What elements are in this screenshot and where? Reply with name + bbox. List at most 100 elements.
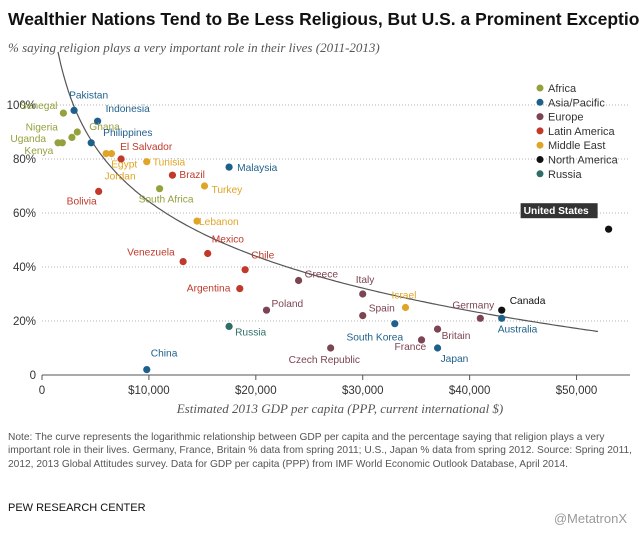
legend-marker (536, 141, 544, 149)
data-point (391, 320, 399, 328)
data-point (59, 109, 67, 117)
data-point (417, 336, 426, 344)
point-label: Germany (452, 300, 495, 311)
point-label: Ghana (89, 122, 120, 133)
point-label: Italy (356, 275, 376, 286)
point-label: Egypt (111, 160, 137, 171)
footnote: Note: The curve represents the logarithm… (8, 432, 633, 470)
data-point (93, 117, 102, 125)
point-label: Chile (251, 251, 275, 262)
point-label: France (395, 342, 427, 353)
legend-label: Asia/Pacific (548, 97, 605, 109)
legend-marker (536, 170, 544, 178)
data-point (156, 185, 164, 193)
point-label: Senegal (20, 101, 57, 112)
data-point (241, 266, 249, 274)
source-label: PEW RESEARCH CENTER (8, 502, 146, 514)
legend-marker (536, 156, 544, 163)
data-point (433, 325, 442, 333)
watermark: @MetatronX (553, 511, 627, 526)
point-label: Uganda (10, 134, 46, 145)
point-label: South Korea (346, 333, 403, 344)
point-label: Britain (442, 331, 471, 342)
legend-marker (536, 127, 544, 135)
data-point (262, 306, 271, 314)
axes: 0 20% 40% 60% 80% 100% 0 $10,000 $20,000 $30,000 $… (7, 100, 630, 397)
x-tick-label: $20,000 (235, 385, 277, 397)
point-label: Indonesia (106, 104, 151, 115)
x-tick-label: $30,000 (342, 385, 384, 397)
point-label: Pakistan (69, 90, 108, 101)
point-label: South Africa (139, 195, 194, 206)
data-point (401, 303, 410, 312)
legend-marker (536, 84, 544, 92)
data-point (58, 139, 66, 147)
point-label: Russia (235, 327, 266, 338)
legend-label: North America (548, 155, 619, 167)
data-point (179, 258, 187, 266)
point-label: Lebanon (199, 217, 239, 228)
point-label: Philippines (103, 128, 152, 139)
data-points (54, 106, 613, 374)
trend-curve (57, 51, 598, 333)
data-point (498, 314, 506, 322)
x-axis-title: Estimated 2013 GDP per capita (PPP, curr… (176, 401, 504, 416)
data-point (498, 306, 506, 314)
data-point (204, 249, 212, 258)
legend-marker (536, 113, 544, 121)
point-label: Israel (391, 291, 416, 302)
y-tick-label: 60% (13, 208, 36, 220)
data-point (359, 290, 367, 298)
point-label: Bolivia (67, 196, 97, 207)
legend: Africa Asia/Pacific Europe Latin America Mid… (536, 83, 619, 181)
data-point (476, 314, 484, 322)
x-tick-label: 0 (39, 385, 45, 397)
point-label: Canada (510, 296, 546, 307)
point-label: Japan (441, 354, 469, 365)
data-point (327, 344, 335, 352)
point-label: Jordan (104, 172, 135, 183)
data-point (200, 182, 209, 190)
point-label: Argentina (187, 284, 231, 295)
y-tick-label: 100% (7, 100, 36, 112)
data-point (225, 322, 233, 330)
point-label: Tunisia (153, 158, 186, 169)
point-label: Brazil (179, 170, 204, 181)
data-point (70, 106, 78, 114)
data-point (359, 312, 367, 320)
point-label: Poland (272, 299, 304, 310)
data-point (107, 150, 116, 158)
legend-label: Middle East (548, 140, 605, 152)
data-point (294, 276, 303, 285)
data-point (117, 155, 125, 163)
legend-label: Africa (548, 83, 577, 95)
data-point (102, 150, 110, 158)
point-label: El Salvador (120, 142, 173, 153)
data-point (73, 128, 81, 136)
data-point (605, 225, 613, 233)
x-tick-label: $10,000 (128, 385, 170, 397)
data-point (225, 163, 233, 171)
point-label: Greece (305, 270, 339, 281)
data-point (87, 139, 95, 147)
legend-label: Russia (548, 169, 583, 181)
point-label: Nigeria (26, 122, 59, 133)
point-label: Kenya (24, 146, 53, 157)
point-label: Venezuela (127, 248, 175, 259)
data-point (95, 187, 103, 195)
y-tick-label: 0 (30, 370, 36, 382)
point-label: Turkey (212, 185, 244, 196)
point-label: Spain (369, 304, 395, 315)
y-tick-label: 80% (13, 154, 36, 166)
x-tick-label: $40,000 (449, 385, 491, 397)
y-tick-label: 20% (13, 316, 36, 328)
chart-title: Wealthier Nations Tend to Be Less Religi… (8, 9, 639, 29)
point-label: Mexico (212, 235, 245, 246)
us-label-bg (520, 203, 598, 219)
point-label: China (151, 349, 178, 360)
point-label: Australia (498, 324, 538, 335)
data-point (143, 366, 151, 374)
scatter-plot: 0 20% 40% 60% 80% 100% 0 $10,000 $20,000 $30,000 $… (7, 51, 630, 416)
data-point (193, 217, 201, 225)
data-point (433, 344, 442, 352)
